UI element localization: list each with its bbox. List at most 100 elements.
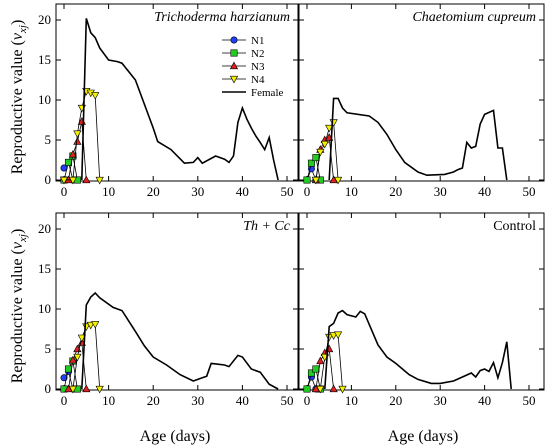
point-n2 <box>303 176 311 184</box>
x-tick-label: 20 <box>147 393 160 408</box>
y-tick-label: 15 <box>38 52 51 67</box>
series-line-n4 <box>319 334 343 390</box>
legend-marker <box>230 36 238 44</box>
point-n4 <box>311 176 320 185</box>
point-n4 <box>91 92 100 100</box>
panel-title: Th + Cc <box>243 219 291 234</box>
point-n4 <box>68 176 78 185</box>
series-line-female <box>324 309 512 390</box>
x-tick-label: 0 <box>304 184 311 199</box>
x-tick-label: 0 <box>61 393 68 408</box>
point-n3 <box>316 356 325 365</box>
legend-label: N4 <box>251 74 265 86</box>
y-tick-label: 10 <box>38 92 51 107</box>
panel-title: Trichoderma harzianum <box>154 10 290 25</box>
point-n2 <box>64 365 72 373</box>
y-tick-label: 20 <box>38 221 51 236</box>
x-axis-title-right: Age (days) <box>388 428 459 445</box>
point-n4 <box>333 331 343 340</box>
point-n4 <box>73 130 82 139</box>
x-tick-label: 20 <box>389 184 402 199</box>
legend-entry-n4: N4 <box>222 74 265 86</box>
panel-bottom-left: 0 10 20 30 40 50 0 5 10 15 20 Th + Cc <box>38 212 299 408</box>
series-line-female <box>328 97 508 181</box>
point-n4 <box>316 385 325 394</box>
point-n2 <box>307 159 315 167</box>
x-tick-label: 30 <box>191 393 204 408</box>
legend-label: N1 <box>251 35 264 47</box>
point-n3 <box>82 384 91 393</box>
point-n3 <box>68 149 78 158</box>
point-n2 <box>312 365 320 373</box>
point-n4 <box>333 176 343 185</box>
x-tick-label: 30 <box>434 393 447 408</box>
series-line-n4 <box>315 121 339 181</box>
x-tick-label: 50 <box>523 393 536 408</box>
y-tick-label: 0 <box>45 381 52 396</box>
point-n4 <box>95 385 104 394</box>
x-tick-label: 20 <box>389 393 402 408</box>
x-tick-label: 40 <box>478 393 491 408</box>
panel-top-right: 0 10 20 30 40 50 Chaetomium cupreum <box>298 3 545 199</box>
panel-title: Chaetomium cupreum <box>412 10 536 25</box>
panel-frame <box>55 212 299 391</box>
point-n4 <box>95 176 104 185</box>
series-line-female <box>81 18 279 181</box>
point-n4 <box>338 385 347 394</box>
legend-entry-n1: N1 <box>222 35 264 47</box>
x-tick-label: 50 <box>281 184 294 199</box>
x-tick-label: 30 <box>191 184 204 199</box>
legend-label: N3 <box>251 61 265 73</box>
point-n4 <box>59 176 69 185</box>
point-n3 <box>68 355 78 364</box>
panel-frame <box>55 3 299 182</box>
legend-entry-n3: N3 <box>222 61 265 73</box>
point-n4 <box>329 332 338 340</box>
point-n4 <box>73 353 82 362</box>
point-n4 <box>68 385 78 394</box>
x-tick-label: 10 <box>345 184 358 199</box>
point-n2 <box>312 154 320 162</box>
point-n3 <box>82 175 91 184</box>
point-n4 <box>77 334 86 343</box>
point-n2 <box>303 385 311 393</box>
point-n4 <box>320 140 329 149</box>
legend-entry-female: Female <box>222 87 283 99</box>
x-tick-label: 50 <box>523 184 536 199</box>
x-axis-title-left: Age (days) <box>140 428 211 445</box>
point-n1 <box>60 374 68 382</box>
x-tick-label: 20 <box>147 184 160 199</box>
x-tick-label: 10 <box>102 184 115 199</box>
legend-marker <box>229 61 239 70</box>
x-tick-label: 50 <box>281 393 294 408</box>
y-tick-label: 15 <box>38 261 51 276</box>
x-tick-label: 40 <box>236 393 249 408</box>
point-n2 <box>64 158 72 166</box>
y-axis-title-top: Reproductive value (vxj) <box>9 20 29 175</box>
point-n2 <box>307 369 315 377</box>
y-tick-label: 10 <box>38 301 51 316</box>
point-n4 <box>86 321 95 330</box>
legend-entry-n2: N2 <box>222 48 264 60</box>
x-tick-label: 0 <box>61 184 68 199</box>
legend-label: Female <box>251 87 283 99</box>
panel-frame <box>298 3 545 182</box>
legend-marker <box>229 75 239 84</box>
series-line-female <box>81 291 279 390</box>
y-tick-label: 20 <box>38 12 51 27</box>
legend-marker <box>230 49 238 57</box>
panel-bottom-right: 0 10 20 30 40 50 Control <box>298 212 545 408</box>
point-n4 <box>91 321 100 329</box>
x-tick-label: 30 <box>434 184 447 199</box>
panel-title: Control <box>493 219 536 234</box>
point-n3 <box>329 384 338 393</box>
y-tick-label: 0 <box>45 172 52 187</box>
x-tick-label: 0 <box>304 393 311 408</box>
y-tick-label: 5 <box>45 132 52 147</box>
panel-frame <box>298 212 545 391</box>
point-n4 <box>325 124 334 133</box>
x-tick-label: 40 <box>478 184 491 199</box>
panel-top-left: 0 10 20 30 40 50 0 5 10 15 20 Trichoderma harzianum <box>38 3 299 199</box>
